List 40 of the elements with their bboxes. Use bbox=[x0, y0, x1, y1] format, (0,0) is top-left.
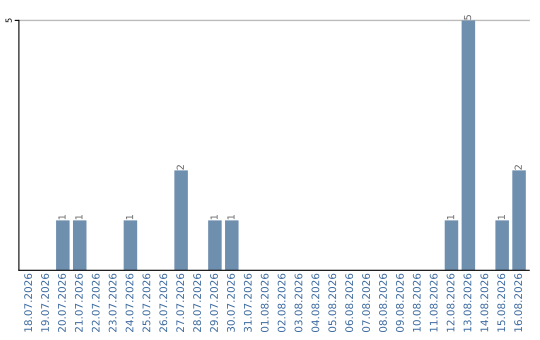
data-label: 1 bbox=[58, 215, 66, 220]
data-label: 2 bbox=[514, 165, 522, 170]
x-tick-label: 16.08.2026 bbox=[514, 274, 522, 332]
data-label: 1 bbox=[75, 215, 82, 220]
x-tick-label: 14.08.2026 bbox=[480, 274, 488, 332]
x-tick-label: 20.07.2026 bbox=[58, 274, 66, 332]
x-tick-label: 24.07.2026 bbox=[126, 274, 134, 332]
x-tick-label: 25.07.2026 bbox=[142, 274, 150, 332]
x-tick-label: 22.07.2026 bbox=[92, 274, 100, 332]
x-tick-label: 05.08.2026 bbox=[328, 274, 336, 332]
data-label: 2 bbox=[176, 165, 184, 170]
data-label: 1 bbox=[210, 215, 218, 220]
x-tick-label: 29.07.2026 bbox=[210, 274, 218, 332]
x-tick-label: 15.08.2026 bbox=[497, 274, 506, 332]
x-tick-label: 02.08.2026 bbox=[278, 274, 286, 332]
x-tick-label: 04.08.2026 bbox=[311, 274, 320, 332]
x-tick-label: 28.07.2026 bbox=[193, 274, 202, 332]
x-tick-label: 12.08.2026 bbox=[446, 274, 454, 332]
x-tick-label: 08.08.2026 bbox=[379, 274, 387, 332]
data-label: 1 bbox=[227, 215, 234, 220]
x-tick-label: 03.08.2026 bbox=[294, 274, 302, 332]
x-tick-label: 23.07.2026 bbox=[108, 274, 117, 332]
data-label: 1 bbox=[498, 215, 505, 220]
x-tick-label: 26.07.2026 bbox=[159, 274, 168, 332]
x-tick-label: 19.07.2026 bbox=[41, 274, 49, 332]
x-tick-label: 09.08.2026 bbox=[396, 274, 404, 332]
x-tick-label: 06.08.2026 bbox=[345, 274, 354, 332]
x-tick-label: 10.08.2026 bbox=[412, 274, 421, 332]
x-tick-label: 11.08.2026 bbox=[430, 274, 438, 332]
x-tick-label: 30.07.2026 bbox=[226, 274, 235, 332]
x-tick-label: 13.08.2026 bbox=[464, 274, 472, 332]
x-tick-label: 27.07.2026 bbox=[176, 274, 184, 332]
x-tick-label: 21.07.2026 bbox=[74, 274, 83, 332]
x-tick-label: 18.07.2026 bbox=[24, 274, 32, 332]
data-label: 1 bbox=[126, 215, 134, 220]
x-tick-label: 01.08.2026 bbox=[260, 274, 269, 332]
x-tick-label: 31.07.2026 bbox=[244, 274, 252, 332]
data-label: 1 bbox=[447, 215, 454, 220]
x-tick-label: 07.08.2026 bbox=[362, 274, 370, 332]
data-label: 5 bbox=[464, 15, 472, 20]
